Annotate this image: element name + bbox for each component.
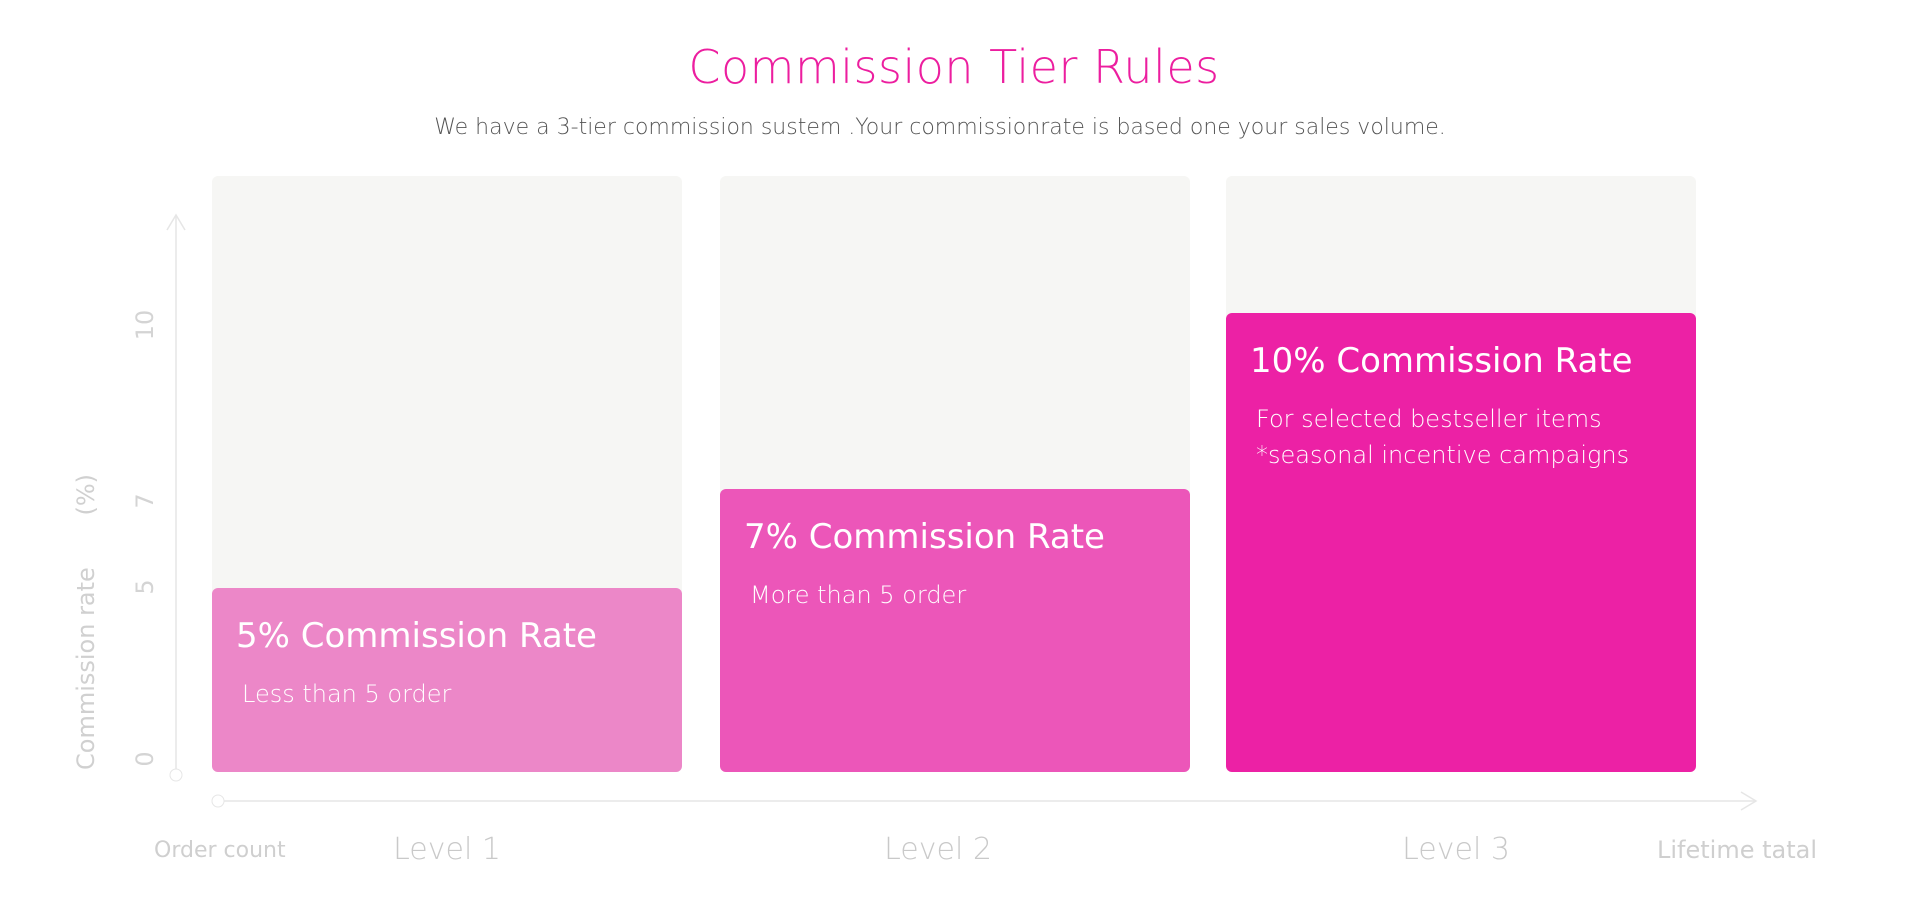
y-axis (166, 213, 186, 782)
chart-title: Commission Tier Rules (688, 40, 1220, 94)
x-category-label: Level 1 (393, 832, 501, 867)
x-category-label: Level 3 (1402, 832, 1510, 867)
bar-description: More than 5 order (750, 581, 967, 609)
y-axis-arrow-icon (166, 213, 186, 231)
x-axis-arrow-icon (1740, 791, 1758, 811)
chart-subtitle: We have a 3-tier commission sustem .Your… (434, 115, 1446, 140)
bar-heading: 10% Commission Rate (1250, 341, 1633, 381)
x-axis-end-label: Lifetime tatal (1657, 836, 1818, 864)
bar-description: *seasonal incentive campaigns (1256, 441, 1630, 469)
y-tick-label: 0 (131, 751, 159, 767)
bar-description: For selected bestseller items (1256, 405, 1602, 433)
bar-heading: 5% Commission Rate (236, 616, 597, 656)
x-axis-start-label: Order count (154, 838, 286, 863)
bar-description: Less than 5 order (242, 680, 452, 708)
y-tick-label: 5 (131, 579, 159, 595)
y-axis-origin-marker (169, 768, 183, 782)
bar-3: 10% Commission Rate For selected bestsell… (1226, 313, 1696, 772)
x-axis-origin-marker (211, 794, 225, 808)
y-axis-unit: (%) (72, 474, 100, 516)
bar-heading: 7% Commission Rate (744, 517, 1105, 557)
bar-1: 5% Commission Rate Less than 5 order (212, 588, 682, 772)
y-axis-title: Commission rate (%) (72, 474, 100, 770)
y-tick-label: 7 (131, 493, 159, 509)
x-category-label: Level 2 (884, 832, 992, 867)
y-tick-label: 10 (131, 309, 159, 341)
x-axis (211, 791, 1758, 811)
y-axis-label: Commission rate (72, 567, 100, 770)
bar-2: 7% Commission Rate More than 5 order (720, 489, 1190, 772)
